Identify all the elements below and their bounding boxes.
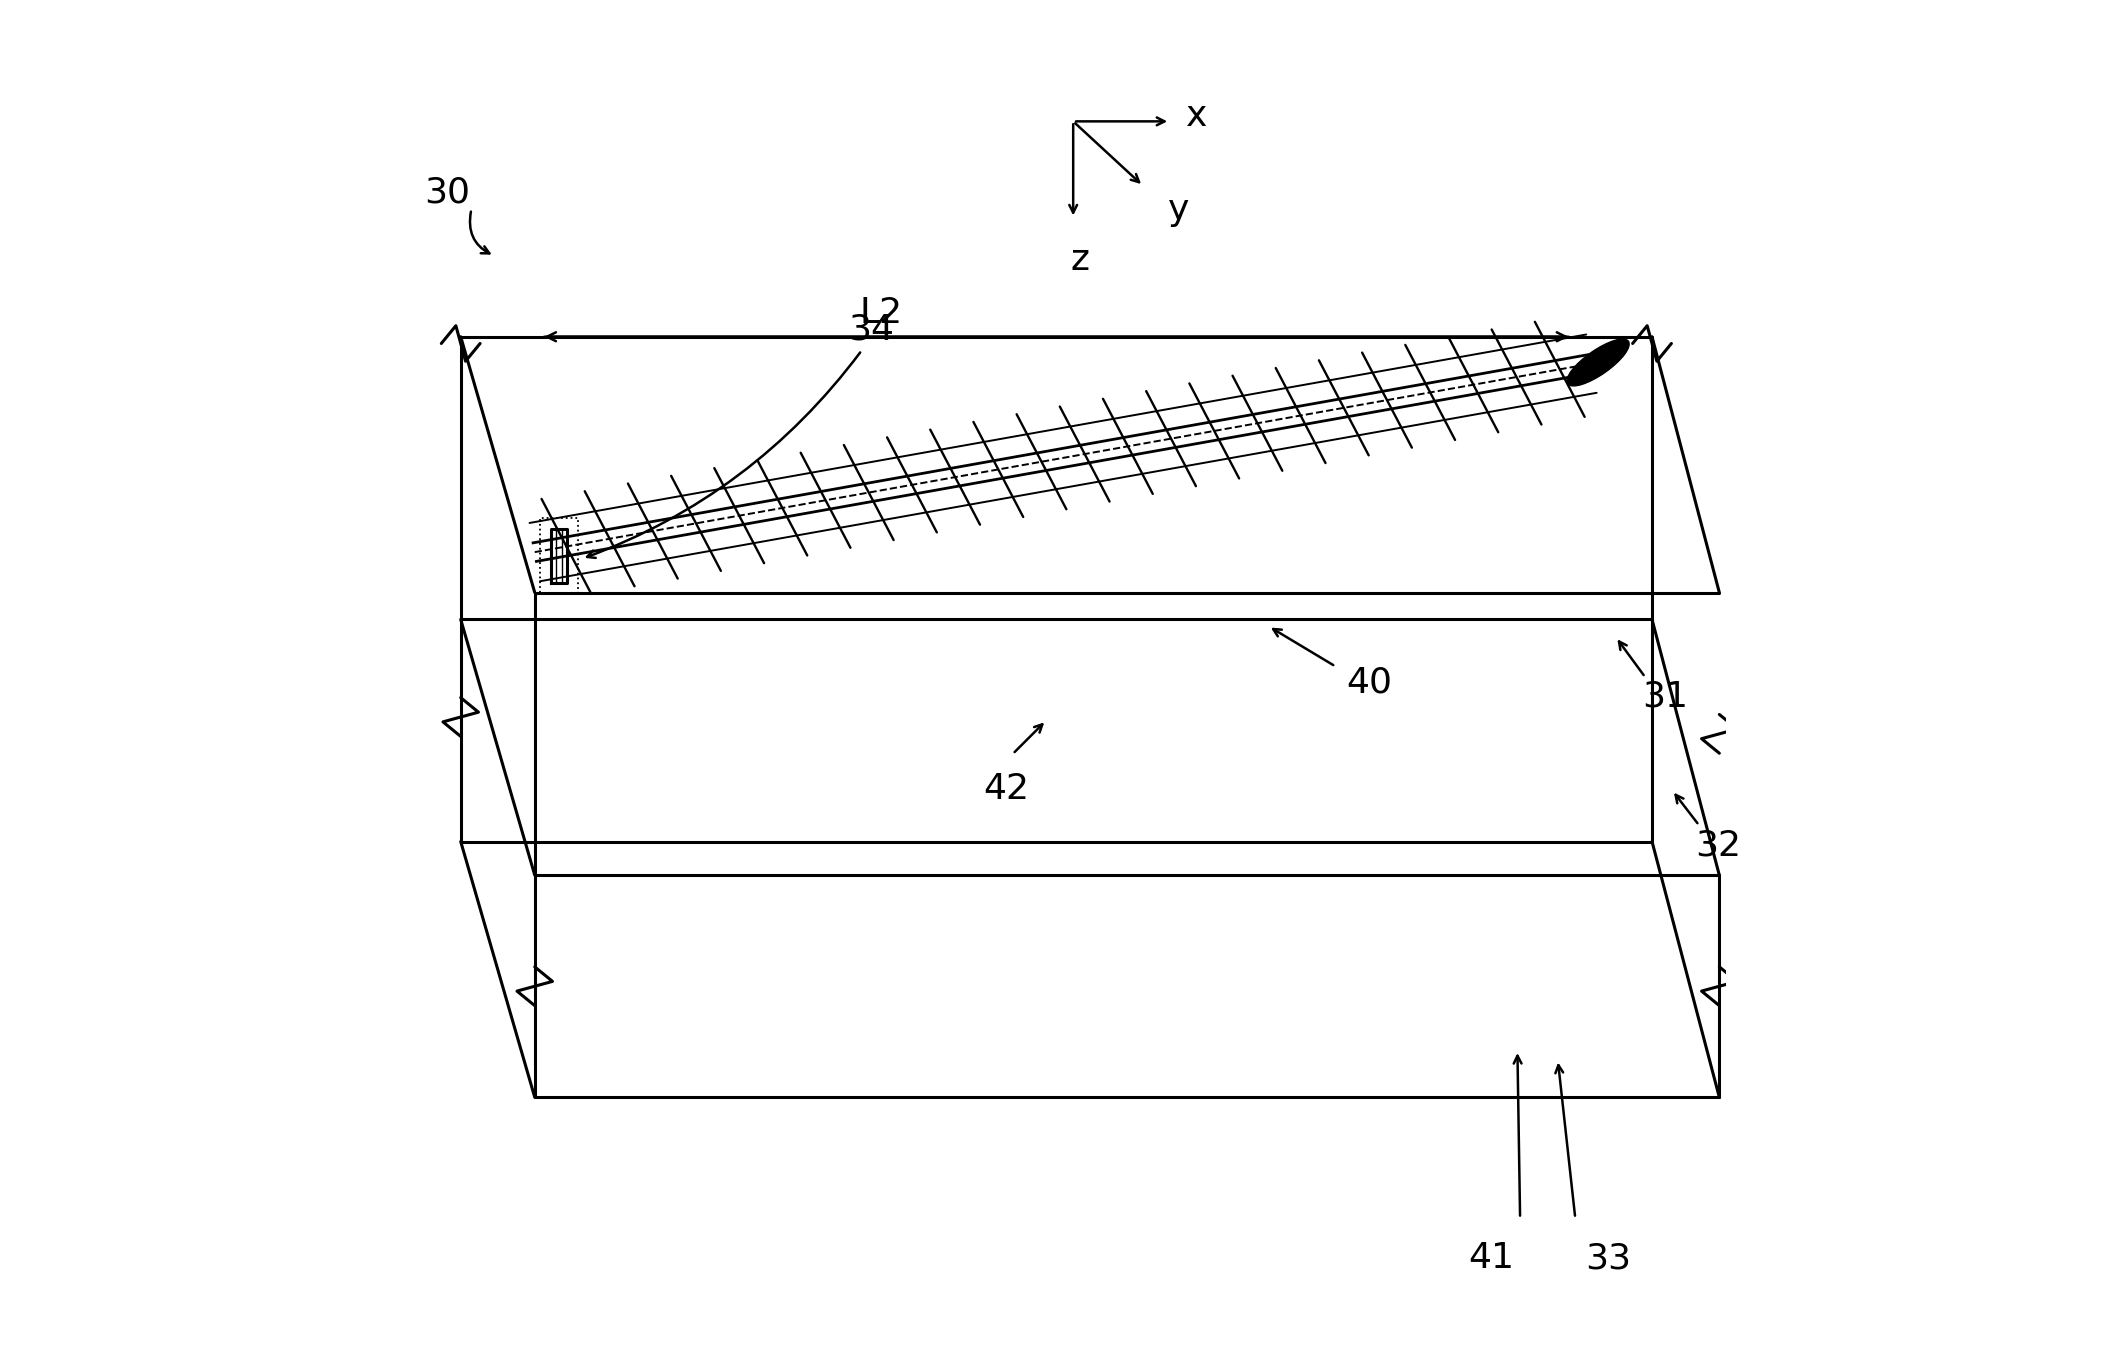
Text: 33: 33: [1584, 1242, 1630, 1276]
Text: 40: 40: [1346, 665, 1392, 699]
Ellipse shape: [1567, 339, 1630, 386]
Text: L2: L2: [859, 296, 903, 330]
Text: 41: 41: [1468, 1242, 1514, 1276]
Text: z: z: [1070, 242, 1089, 276]
Text: 31: 31: [1643, 679, 1689, 713]
Text: x: x: [1186, 99, 1207, 133]
Text: 42: 42: [984, 771, 1030, 805]
Text: y: y: [1167, 193, 1188, 227]
Text: 30: 30: [423, 175, 470, 209]
Text: 34: 34: [849, 313, 895, 347]
Text: 32: 32: [1695, 828, 1742, 862]
